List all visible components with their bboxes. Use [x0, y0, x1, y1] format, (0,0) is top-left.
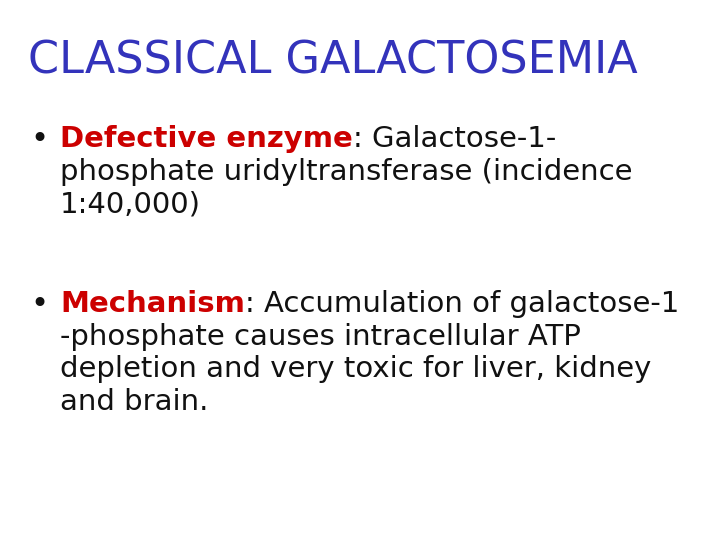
- Text: : Galactose-1-: : Galactose-1-: [353, 125, 556, 153]
- Text: -phosphate causes intracellular ATP: -phosphate causes intracellular ATP: [60, 322, 581, 350]
- Text: : Accumulation of galactose-1: : Accumulation of galactose-1: [245, 290, 679, 318]
- Text: •: •: [30, 125, 48, 154]
- Text: •: •: [30, 290, 48, 319]
- Text: phosphate uridyltransferase (incidence: phosphate uridyltransferase (incidence: [60, 158, 632, 186]
- Text: CLASSICAL GALACTOSEMIA: CLASSICAL GALACTOSEMIA: [28, 40, 638, 83]
- Text: Mechanism: Mechanism: [60, 290, 245, 318]
- Text: 1:40,000): 1:40,000): [60, 190, 201, 218]
- Text: depletion and very toxic for liver, kidney: depletion and very toxic for liver, kidn…: [60, 355, 652, 383]
- Text: and brain.: and brain.: [60, 388, 208, 416]
- Text: Defective enzyme: Defective enzyme: [60, 125, 353, 153]
